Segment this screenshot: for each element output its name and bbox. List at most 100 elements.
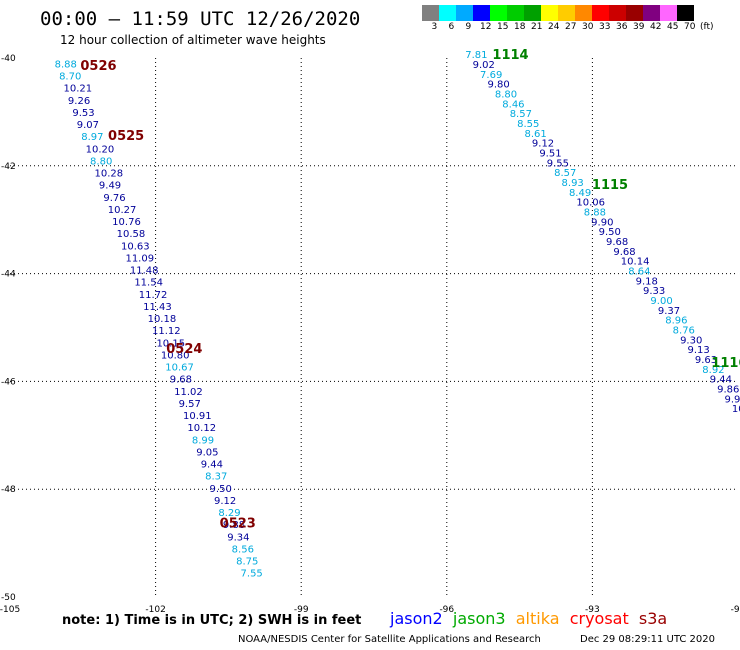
legend-swatch — [575, 5, 592, 21]
wave-height-value: 9.91 — [725, 394, 740, 405]
legend-swatch — [507, 5, 524, 21]
footer-note: note: 1) Time is in UTC; 2) SWH is in fe… — [62, 613, 362, 628]
wave-height-value: 9.53 — [72, 108, 94, 119]
wave-height-value: 8.37 — [205, 472, 227, 483]
legend-swatch — [609, 5, 626, 21]
wave-height-value: 9.90 — [591, 217, 613, 228]
legend-swatch — [439, 5, 456, 21]
legend-label: 24 — [548, 22, 560, 32]
legend-label: 42 — [650, 22, 662, 32]
wave-height-value: 9.63 — [695, 355, 717, 366]
x-tick-label: -102 — [145, 605, 165, 615]
wave-height-value: 8.97 — [81, 132, 103, 143]
y-tick-label: -48 — [1, 485, 16, 495]
legend-label: 33 — [599, 22, 611, 32]
pass-time-label: 0526 — [80, 59, 116, 74]
legend-label: (ft) — [700, 22, 714, 32]
wave-height-value: 8.64 — [628, 266, 650, 277]
wave-height-value: 11.54 — [134, 278, 163, 289]
legend-label: 6 — [448, 22, 455, 32]
pass-time-label: 0524 — [166, 342, 202, 357]
y-tick-label: -50 — [1, 593, 16, 603]
legend-label: 36 — [616, 22, 628, 32]
legend-label: 39 — [633, 22, 645, 32]
legend-swatch — [592, 5, 609, 21]
wave-height-value: 11.09 — [125, 253, 154, 264]
legend-label: 45 — [667, 22, 679, 32]
wave-height-value: 9.02 — [473, 60, 495, 71]
wave-height-value: 9.50 — [599, 227, 621, 238]
legend-label: 21 — [531, 22, 543, 32]
wave-height-value: 9.37 — [658, 306, 680, 317]
legend-swatch — [456, 5, 473, 21]
wave-height-value: 7.55 — [241, 569, 263, 580]
wave-height-value: 9.13 — [687, 345, 709, 356]
wave-height-value: 8.88 — [584, 208, 606, 219]
legend-label: 15 — [497, 22, 509, 32]
legend-label: 18 — [514, 22, 526, 32]
wave-height-value: 9.05 — [196, 447, 218, 458]
wave-height-value: 11.02 — [174, 387, 203, 398]
legend-swatch — [643, 5, 660, 21]
wave-height-value: 9.68 — [606, 237, 628, 248]
wave-height-value: 11.12 — [152, 326, 181, 337]
wave-height-value: 9.86 — [717, 384, 739, 395]
legend-swatch — [626, 5, 643, 21]
wave-height-value: 10.06 — [576, 198, 605, 209]
wave-height-value: 10.15 — [156, 338, 185, 349]
wave-height-value: 8.92 — [702, 365, 724, 376]
wave-height-value: 10.20 — [86, 144, 115, 155]
wave-height-value: 10.12 — [187, 423, 216, 434]
wave-height-value: 10.76 — [112, 217, 141, 228]
wave-height-value: 8.76 — [673, 325, 695, 336]
wave-height-value: 8.88 — [55, 59, 77, 70]
wave-height-value: 8.96 — [665, 316, 687, 327]
wave-height-value: 7.69 — [480, 70, 502, 81]
wave-height-value: 9.18 — [636, 276, 658, 287]
wave-height-value: 9.50 — [210, 484, 232, 495]
chart-subtitle: 12 hour collection of altimeter wave hei… — [60, 33, 326, 47]
mission-legend: jason2 jason3 altika cryosat s3a — [390, 609, 667, 628]
x-tick-label: -93 — [585, 605, 600, 615]
legend-swatch — [677, 5, 694, 21]
wave-height-value: 9.26 — [68, 96, 90, 107]
pass-time-label: 0523 — [220, 517, 256, 532]
legend-swatch — [473, 5, 490, 21]
wave-height-value: 11.43 — [143, 302, 172, 313]
legend-swatch — [524, 5, 541, 21]
mission-label-jason3: jason3 — [452, 609, 516, 628]
wave-height-value: 9.51 — [539, 149, 561, 160]
wave-height-value: 9.34 — [227, 532, 249, 543]
legend-swatch — [660, 5, 677, 21]
wave-height-value: 8.80 — [495, 90, 517, 101]
wave-height-value: 8.57 — [554, 168, 576, 179]
legend-swatch — [490, 5, 507, 21]
wave-height-value: 10.18 — [148, 314, 177, 325]
wave-height-value: 10.14 — [621, 257, 650, 268]
mission-label-s3a: s3a — [638, 609, 668, 628]
legend-swatch — [422, 5, 439, 21]
mission-label-jason2: jason2 — [390, 609, 453, 628]
wave-height-value: 11.72 — [139, 290, 168, 301]
wave-height-value: 9.88 — [223, 520, 245, 531]
legend-label: 12 — [480, 22, 492, 32]
wave-height-value: 8.55 — [517, 119, 539, 130]
wave-height-value: 9.68 — [613, 247, 635, 258]
wave-height-value: 9.57 — [179, 399, 201, 410]
wave-height-value: 10.80 — [161, 350, 190, 361]
wave-height-value: 9.68 — [170, 375, 192, 386]
wave-height-value: 10.14 — [732, 404, 740, 415]
credit-text: NOAA/NESDIS Center for Satellite Applica… — [238, 634, 541, 645]
wave-height-value: 9.12 — [214, 496, 236, 507]
legend-label: 27 — [565, 22, 577, 32]
mission-label-cryosat: cryosat — [569, 609, 639, 628]
wave-height-value: 10.21 — [64, 84, 93, 95]
legend-swatch — [558, 5, 575, 21]
legend-label: 9 — [465, 22, 472, 32]
y-tick-label: -44 — [1, 270, 16, 280]
wave-height-value: 8.61 — [525, 129, 547, 140]
wave-height-value: 9.80 — [487, 80, 509, 91]
pass-time-label: 0525 — [108, 129, 144, 144]
x-tick-label: -105 — [0, 605, 20, 615]
pass-time-label: 1115 — [592, 178, 628, 193]
